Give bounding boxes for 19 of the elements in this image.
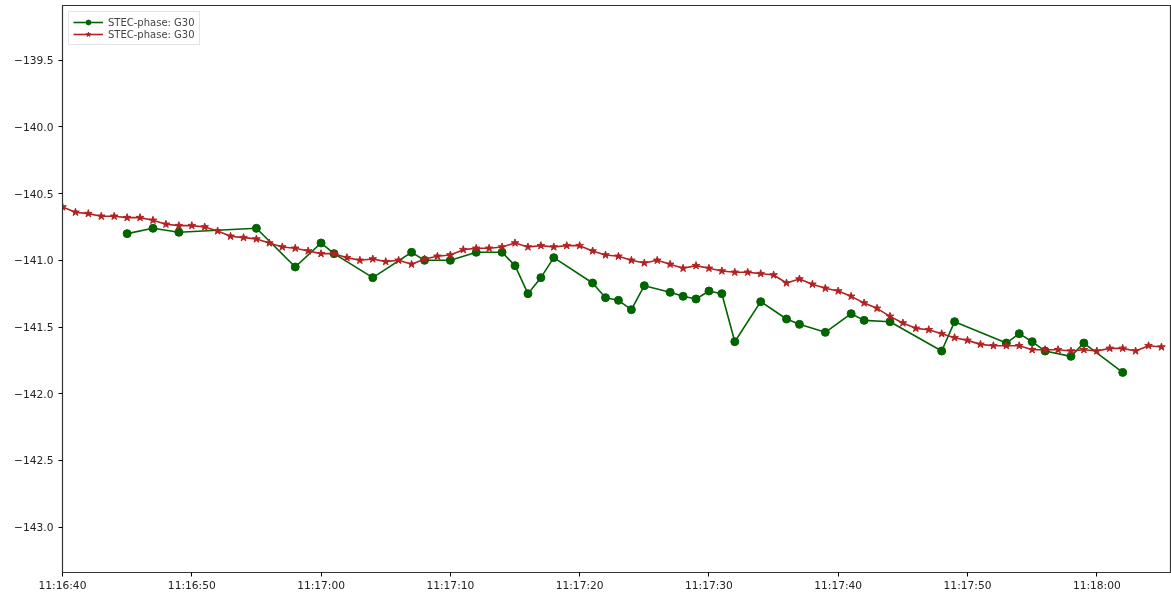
x-tick-label: 11:17:20: [555, 578, 604, 592]
y-tick-label: −142.0: [14, 387, 54, 401]
y-tick-label: −139.5: [14, 54, 54, 68]
x-tick-label: 11:17:10: [426, 578, 475, 592]
y-tick-label: −142.5: [14, 454, 54, 468]
legend-label: STEC-phase: G30: [108, 16, 195, 28]
y-tick-label: −140.0: [14, 120, 54, 134]
x-tick-label: 11:17:40: [814, 578, 863, 592]
x-tick-label: 11:18:00: [1072, 578, 1121, 592]
x-tick-label: 11:17:00: [297, 578, 346, 592]
y-tick-label: −141.0: [14, 254, 54, 268]
x-tick-label: 11:17:50: [943, 578, 992, 592]
x-tick-label: 11:16:40: [38, 578, 87, 592]
y-tick-label: −143.0: [14, 521, 54, 535]
x-tick-label: 11:17:30: [685, 578, 734, 592]
legend-label: STEC-phase: G30: [108, 28, 195, 40]
y-tick-label: −141.5: [14, 321, 54, 335]
x-tick-label: 11:16:50: [167, 578, 216, 592]
y-tick-label: −140.5: [14, 187, 54, 201]
